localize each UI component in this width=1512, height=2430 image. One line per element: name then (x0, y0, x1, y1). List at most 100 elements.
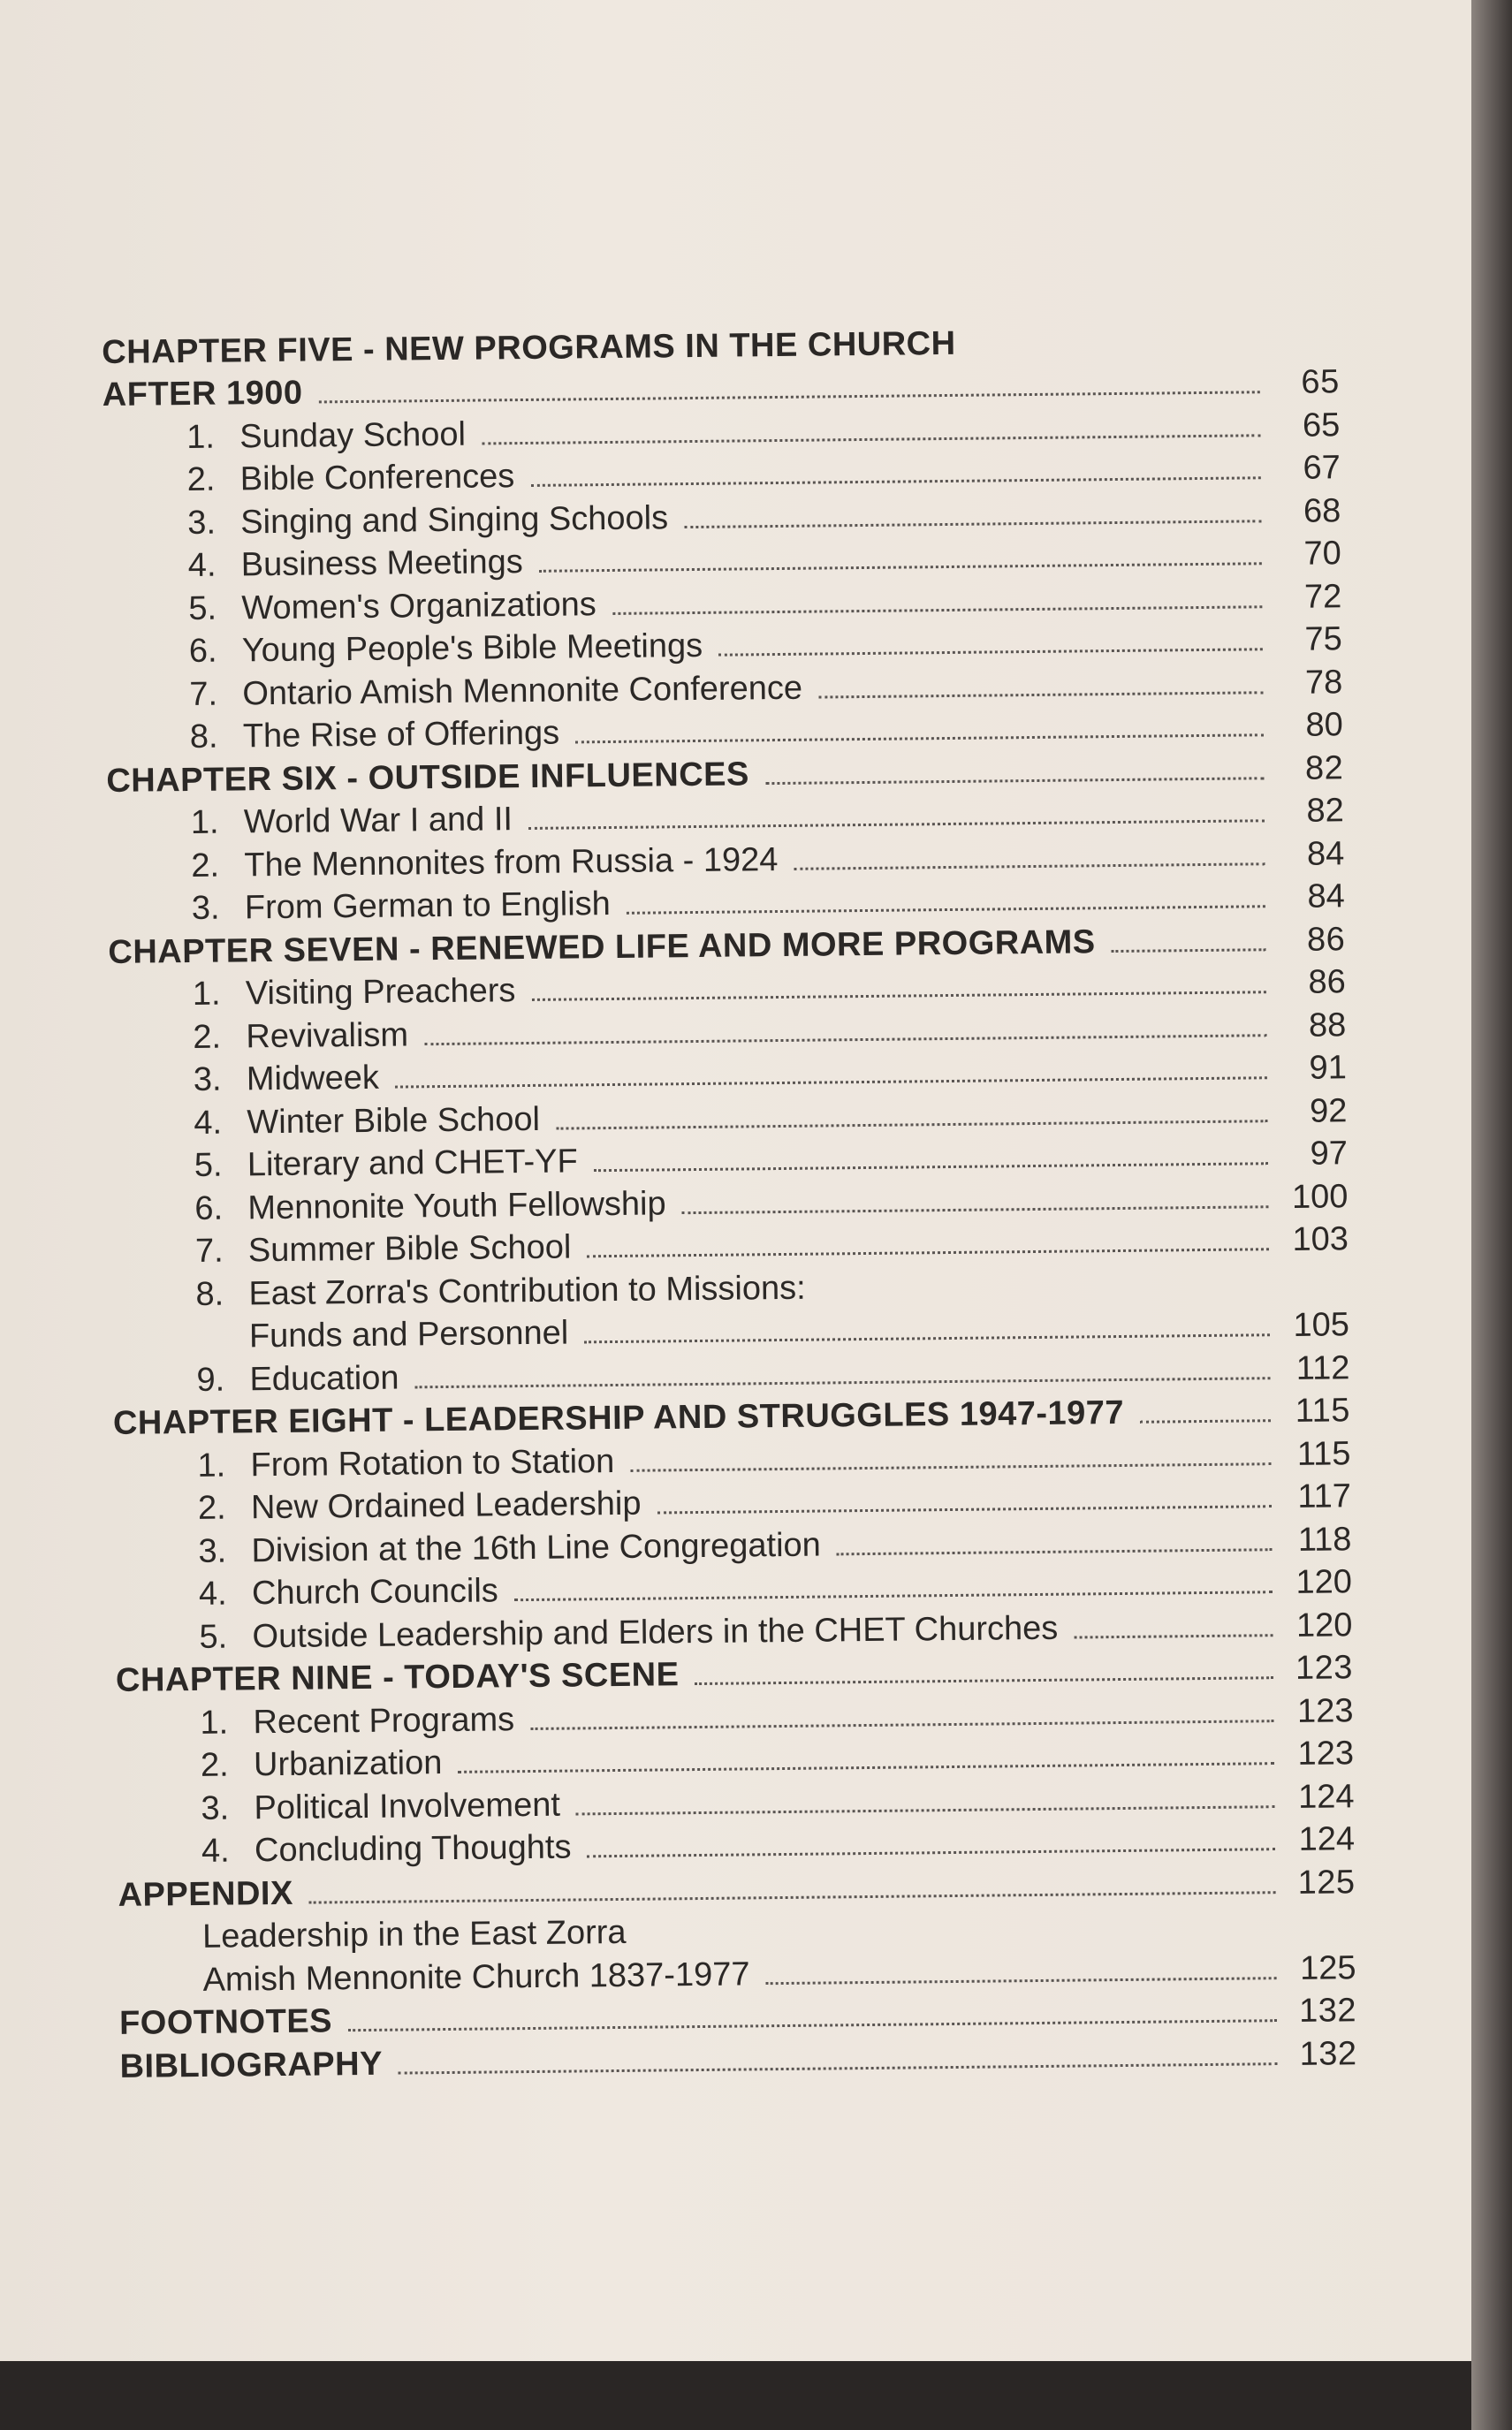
entry-title: The Mennonites from Russia - 1924 (244, 840, 779, 884)
dot-leader (414, 1376, 1271, 1388)
dot-leader (575, 733, 1264, 744)
dot-leader (695, 1676, 1274, 1686)
entry-number: 5. (199, 1618, 228, 1656)
entry-title: Visiting Preachers (245, 972, 516, 1013)
entry-title: BIBLIOGRAPHY (119, 2045, 384, 2085)
entry-title: Sunday School (239, 415, 467, 455)
dot-leader (593, 1162, 1268, 1173)
entry-number: 7. (189, 675, 218, 713)
entry-title: Winter Bible School (247, 1100, 541, 1141)
entry-title: Bible Conferences (239, 458, 515, 498)
page-number: 72 (1303, 577, 1342, 616)
dot-leader (308, 1890, 1276, 1904)
entry-number: 3. (201, 1789, 230, 1827)
entry-title: From Rotation to Station (250, 1442, 615, 1484)
entry-number: 7. (194, 1232, 224, 1270)
dot-leader (424, 1033, 1267, 1045)
entry-title: New Ordained Leadership (250, 1485, 642, 1527)
entry-number: 9. (196, 1361, 225, 1399)
book-page: CHAPTER FIVE - NEW PROGRAMS IN THE CHURC… (0, 0, 1471, 2361)
dot-leader (458, 1762, 1275, 1773)
entry-title: AFTER 1900 (102, 374, 303, 414)
entry-number: 1. (186, 418, 216, 456)
dot-leader (530, 1719, 1274, 1730)
entry-title: Recent Programs (253, 1700, 515, 1741)
entry-title: Church Councils (251, 1572, 498, 1613)
entry-title: Amish Mennonite Church 1837-1977 (202, 1955, 750, 1999)
dot-leader (794, 862, 1265, 870)
page-number: 88 (1308, 1006, 1347, 1044)
page-number: 82 (1304, 748, 1344, 787)
entry-title: CHAPTER SIX - OUTSIDE INFLUENCES (106, 755, 750, 800)
entry-title: Women's Organizations (241, 585, 597, 626)
dot-leader (513, 1591, 1273, 1602)
entry-number: 2. (186, 460, 216, 498)
entry-number: 8. (189, 718, 218, 756)
page-number: 100 (1291, 1177, 1349, 1216)
page-number: 123 (1295, 1649, 1354, 1687)
entry-number: 4. (201, 1832, 230, 1870)
entry-number: 1. (200, 1704, 229, 1742)
dot-leader (681, 1204, 1269, 1214)
page-number: 91 (1309, 1049, 1348, 1087)
entry-number: 1. (190, 803, 219, 841)
dot-leader (538, 562, 1262, 573)
entry-number: 5. (194, 1146, 223, 1184)
page-number: 124 (1298, 1820, 1356, 1858)
dot-leader (587, 1248, 1269, 1258)
dot-leader (348, 2019, 1278, 2032)
dot-leader (482, 433, 1261, 445)
dot-leader (1074, 1633, 1273, 1639)
entry-title: CHAPTER NINE - TODAY'S SCENE (115, 1656, 680, 1699)
page-number: 123 (1296, 1691, 1354, 1730)
page-number: 103 (1292, 1220, 1349, 1258)
dot-leader (626, 905, 1265, 915)
entry-title: Funds and Personnel (248, 1314, 569, 1355)
entry-number: 3. (198, 1532, 227, 1570)
dot-leader (587, 1848, 1276, 1858)
entry-title: Urbanization (253, 1744, 443, 1784)
entry-title: Business Meetings (240, 543, 523, 584)
entry-number: 3. (193, 1060, 222, 1098)
page-number: 132 (1299, 2034, 1357, 2073)
dot-leader (576, 1804, 1275, 1815)
page-number: 75 (1304, 620, 1342, 658)
entry-title: From German to English (244, 885, 611, 927)
dot-leader (530, 476, 1261, 487)
page-number: 86 (1308, 963, 1347, 1001)
entry-title: The Rise of Offerings (242, 714, 560, 756)
page-number: 97 (1310, 1135, 1349, 1173)
dot-leader (822, 1294, 1270, 1298)
entry-title: FOOTNOTES (118, 2002, 333, 2042)
entry-title: East Zorra's Contribution to Missions: (248, 1269, 806, 1312)
entry-title: Ontario Amish Mennonite Conference (242, 669, 803, 712)
page-number: 117 (1297, 1477, 1352, 1515)
page-number: 84 (1306, 834, 1345, 873)
page-number: 70 (1303, 535, 1341, 573)
dot-leader (528, 819, 1265, 830)
page-number: 115 (1295, 1392, 1351, 1430)
page-number: 84 (1307, 877, 1346, 915)
dot-leader (394, 1076, 1267, 1089)
dot-leader (531, 991, 1266, 1001)
entry-title: Education (249, 1359, 399, 1398)
dot-leader (399, 2062, 1278, 2075)
page-number: 78 (1304, 663, 1343, 702)
entry-title: Mennonite Youth Fellowship (247, 1184, 666, 1226)
dot-leader (1111, 947, 1266, 953)
entry-number: 1. (192, 975, 221, 1013)
page-number: 124 (1297, 1777, 1355, 1816)
entry-number: 1. (197, 1447, 226, 1485)
entry-number: 3. (191, 889, 220, 927)
entry-number: 2. (200, 1746, 229, 1784)
page-number: 92 (1309, 1091, 1348, 1130)
dot-leader (657, 1505, 1273, 1515)
entry-number: 8. (195, 1275, 224, 1313)
dot-leader (718, 648, 1263, 657)
page-number: 120 (1295, 1563, 1353, 1601)
entry-title: Midweek (246, 1059, 380, 1098)
page-number: 112 (1295, 1348, 1350, 1387)
page-number: 132 (1298, 1992, 1357, 2030)
entry-number: 2. (197, 1489, 226, 1527)
page-number: 105 (1293, 1306, 1350, 1344)
